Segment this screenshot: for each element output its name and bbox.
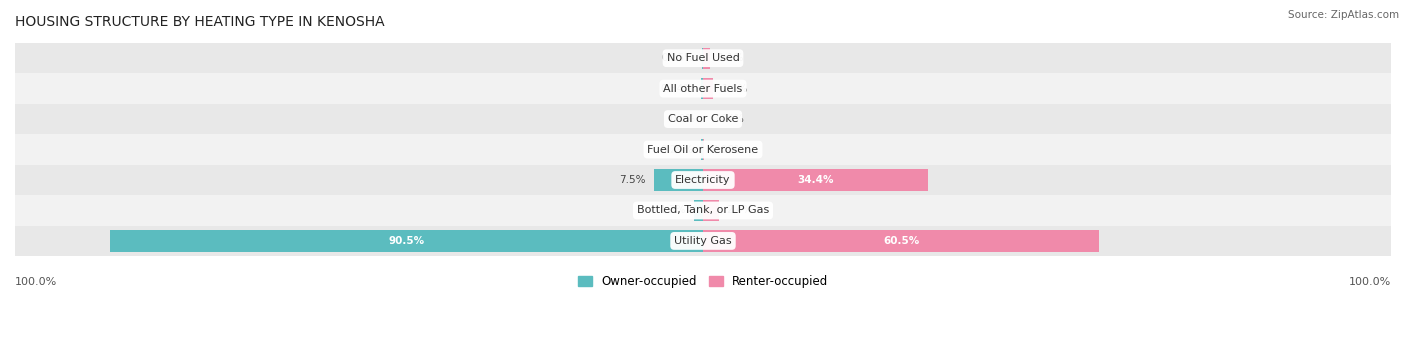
- Bar: [654, 169, 703, 191]
- Bar: [15, 73, 1391, 104]
- Bar: [703, 230, 1099, 252]
- Text: 0.34%: 0.34%: [659, 84, 693, 94]
- Bar: [15, 195, 1391, 226]
- Bar: [15, 226, 1391, 256]
- Text: 0.0%: 0.0%: [669, 114, 695, 124]
- Text: 7.5%: 7.5%: [620, 175, 645, 185]
- Text: 1.6%: 1.6%: [721, 84, 748, 94]
- Text: HOUSING STRUCTURE BY HEATING TYPE IN KENOSHA: HOUSING STRUCTURE BY HEATING TYPE IN KEN…: [15, 15, 385, 29]
- Bar: [703, 47, 710, 69]
- Bar: [703, 78, 713, 99]
- Text: 0.15%: 0.15%: [661, 53, 695, 63]
- Text: No Fuel Used: No Fuel Used: [666, 53, 740, 63]
- Text: All other Fuels: All other Fuels: [664, 84, 742, 94]
- Bar: [15, 134, 1391, 165]
- Text: 100.0%: 100.0%: [15, 277, 58, 287]
- Text: 1.3%: 1.3%: [661, 206, 686, 216]
- Bar: [700, 78, 703, 99]
- Text: 0.08%: 0.08%: [711, 145, 744, 154]
- Text: 34.4%: 34.4%: [797, 175, 834, 185]
- Bar: [695, 200, 703, 221]
- Text: Coal or Coke: Coal or Coke: [668, 114, 738, 124]
- Text: Source: ZipAtlas.com: Source: ZipAtlas.com: [1288, 10, 1399, 20]
- Bar: [15, 43, 1391, 73]
- Bar: [15, 104, 1391, 134]
- Bar: [15, 165, 1391, 195]
- Text: Bottled, Tank, or LP Gas: Bottled, Tank, or LP Gas: [637, 206, 769, 216]
- Bar: [703, 200, 718, 221]
- Text: Utility Gas: Utility Gas: [675, 236, 731, 246]
- Bar: [703, 169, 928, 191]
- Text: 90.5%: 90.5%: [388, 236, 425, 246]
- Text: 100.0%: 100.0%: [1348, 277, 1391, 287]
- Text: 0.04%: 0.04%: [711, 114, 744, 124]
- Text: Fuel Oil or Kerosene: Fuel Oil or Kerosene: [647, 145, 759, 154]
- Text: 0.29%: 0.29%: [661, 145, 693, 154]
- Text: Electricity: Electricity: [675, 175, 731, 185]
- Text: 1.1%: 1.1%: [718, 53, 745, 63]
- Bar: [110, 230, 703, 252]
- Text: 60.5%: 60.5%: [883, 236, 920, 246]
- Legend: Owner-occupied, Renter-occupied: Owner-occupied, Renter-occupied: [578, 276, 828, 288]
- Bar: [702, 139, 703, 160]
- Text: 2.4%: 2.4%: [727, 206, 754, 216]
